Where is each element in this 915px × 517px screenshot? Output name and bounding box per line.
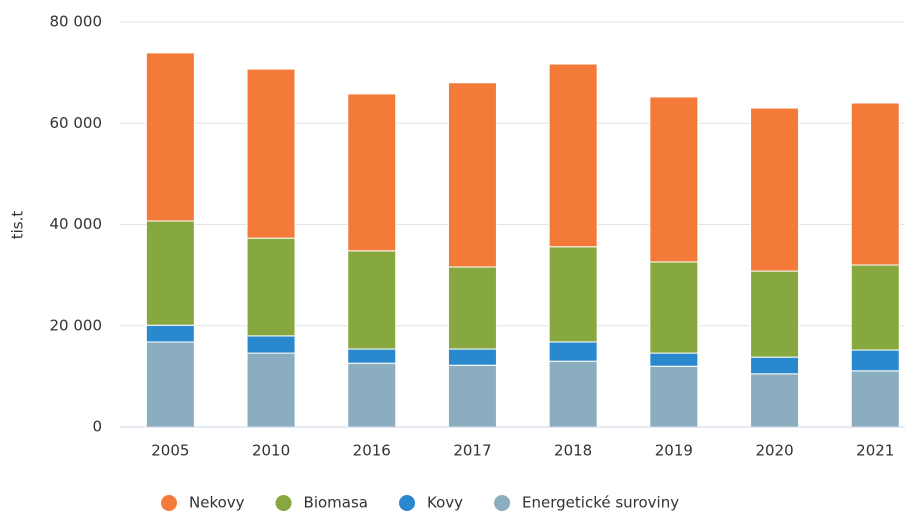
bar-segment bbox=[548, 341, 598, 362]
x-tick-label: 2020 bbox=[755, 442, 793, 460]
bar-segment bbox=[246, 352, 296, 428]
x-tick-label: 2021 bbox=[856, 442, 894, 460]
bar-segment bbox=[347, 348, 397, 364]
bar-segment bbox=[145, 324, 195, 343]
y-tick-label: 80 000 bbox=[50, 13, 103, 31]
bar-segment bbox=[649, 365, 699, 428]
bar-segment bbox=[548, 246, 598, 343]
x-tick-label: 2017 bbox=[453, 442, 491, 460]
bar-segment bbox=[246, 335, 296, 354]
bar-segment bbox=[447, 82, 497, 268]
bar-segment bbox=[447, 364, 497, 428]
bar-segment bbox=[145, 52, 195, 222]
bar-segment bbox=[548, 360, 598, 428]
legend-label: Biomasa bbox=[304, 494, 368, 512]
legend-label: Energetické suroviny bbox=[522, 494, 679, 512]
bar-segment bbox=[850, 264, 900, 351]
bar-segment bbox=[246, 237, 296, 337]
bar-segment bbox=[850, 370, 900, 428]
legend-marker bbox=[275, 495, 292, 511]
bar-segment bbox=[347, 250, 397, 350]
y-tick-label: 20 000 bbox=[50, 316, 103, 334]
bar-segment bbox=[750, 107, 800, 272]
legend-marker bbox=[399, 495, 415, 511]
bar-segment bbox=[447, 348, 497, 366]
bar-segment bbox=[750, 270, 800, 358]
bar-segment bbox=[850, 349, 900, 372]
y-axis-label: tis.t bbox=[9, 211, 27, 240]
x-tick-label: 2018 bbox=[554, 442, 592, 460]
x-tick-label: 2005 bbox=[151, 442, 189, 460]
y-tick-label: 0 bbox=[92, 418, 102, 436]
legend-label: Kovy bbox=[427, 494, 463, 512]
x-tick-label: 2010 bbox=[252, 442, 290, 460]
bar-segment bbox=[649, 261, 699, 354]
bar-segment bbox=[347, 93, 397, 252]
bar-segment bbox=[850, 102, 900, 266]
bar-segment bbox=[649, 352, 699, 367]
legend-marker bbox=[161, 495, 177, 511]
bar-segment bbox=[145, 220, 195, 326]
x-tick-label: 2016 bbox=[353, 442, 391, 460]
bar-segment bbox=[750, 356, 800, 375]
y-tick-label: 40 000 bbox=[50, 215, 103, 233]
legend-label: Nekovy bbox=[189, 494, 245, 512]
y-tick-label: 60 000 bbox=[50, 114, 103, 132]
bar-segment bbox=[750, 373, 800, 428]
bar-segment bbox=[347, 362, 397, 428]
legend-marker bbox=[494, 495, 511, 511]
bar-segment bbox=[145, 341, 195, 428]
bar-segment bbox=[246, 68, 296, 239]
bar-segment bbox=[548, 63, 598, 248]
bar-segment bbox=[649, 96, 699, 263]
x-tick-label: 2019 bbox=[655, 442, 693, 460]
bar-segment bbox=[447, 266, 497, 350]
